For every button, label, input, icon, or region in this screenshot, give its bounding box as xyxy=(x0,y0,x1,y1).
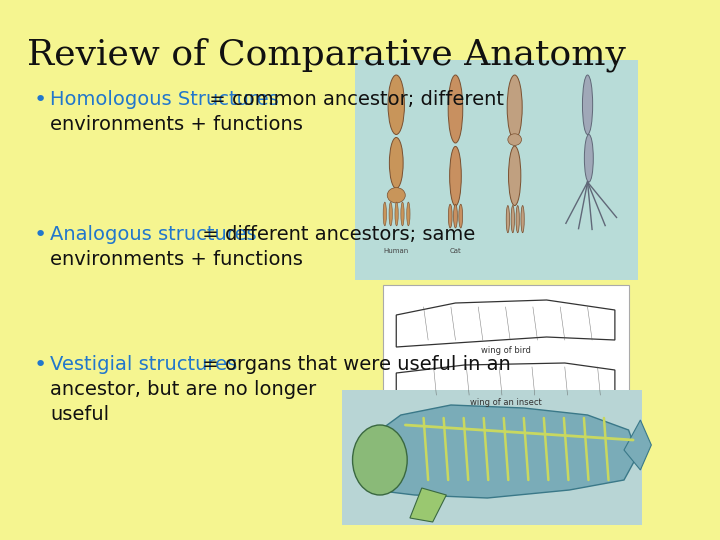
Text: wing of bird: wing of bird xyxy=(481,346,531,355)
Text: •: • xyxy=(34,355,47,375)
Polygon shape xyxy=(396,300,615,347)
Text: •: • xyxy=(34,225,47,245)
Ellipse shape xyxy=(353,425,408,495)
Ellipse shape xyxy=(459,204,463,228)
Text: wing of an insect: wing of an insect xyxy=(469,398,541,407)
Bar xyxy=(382,285,629,435)
Ellipse shape xyxy=(454,204,457,228)
Text: useful: useful xyxy=(50,406,109,424)
Bar xyxy=(341,390,642,525)
Ellipse shape xyxy=(511,206,514,233)
Polygon shape xyxy=(624,420,652,470)
Text: ancestor, but are no longer: ancestor, but are no longer xyxy=(50,380,316,399)
Polygon shape xyxy=(410,488,446,522)
Text: Review of Comparative Anatomy: Review of Comparative Anatomy xyxy=(27,38,626,72)
Ellipse shape xyxy=(521,206,524,233)
Ellipse shape xyxy=(407,202,410,226)
Ellipse shape xyxy=(448,75,463,143)
Ellipse shape xyxy=(507,75,522,140)
Ellipse shape xyxy=(506,206,510,233)
Text: environments + functions: environments + functions xyxy=(50,115,303,134)
Text: Analogous structures: Analogous structures xyxy=(50,225,257,244)
Polygon shape xyxy=(396,363,615,401)
Ellipse shape xyxy=(582,75,593,134)
Ellipse shape xyxy=(387,187,405,203)
Text: = common ancestor; different: = common ancestor; different xyxy=(203,90,504,109)
Text: Vestigial structures: Vestigial structures xyxy=(50,355,238,374)
Ellipse shape xyxy=(449,204,452,228)
Text: = organs that were useful in an: = organs that were useful in an xyxy=(196,355,510,374)
Ellipse shape xyxy=(508,134,521,145)
Ellipse shape xyxy=(508,146,521,206)
Text: = different ancestors; same: = different ancestors; same xyxy=(196,225,475,244)
Text: Cat: Cat xyxy=(449,248,462,254)
Text: •: • xyxy=(34,90,47,110)
Ellipse shape xyxy=(395,202,398,226)
Ellipse shape xyxy=(449,146,462,206)
Ellipse shape xyxy=(388,75,405,134)
Ellipse shape xyxy=(516,206,519,233)
Ellipse shape xyxy=(585,134,593,182)
Text: Human: Human xyxy=(384,248,409,254)
Ellipse shape xyxy=(383,202,387,226)
Ellipse shape xyxy=(401,202,404,226)
Text: Homologous Structures: Homologous Structures xyxy=(50,90,279,109)
Ellipse shape xyxy=(389,202,392,226)
Polygon shape xyxy=(360,405,638,498)
Text: environments + functions: environments + functions xyxy=(50,250,303,269)
FancyBboxPatch shape xyxy=(355,60,638,280)
Ellipse shape xyxy=(390,138,403,188)
